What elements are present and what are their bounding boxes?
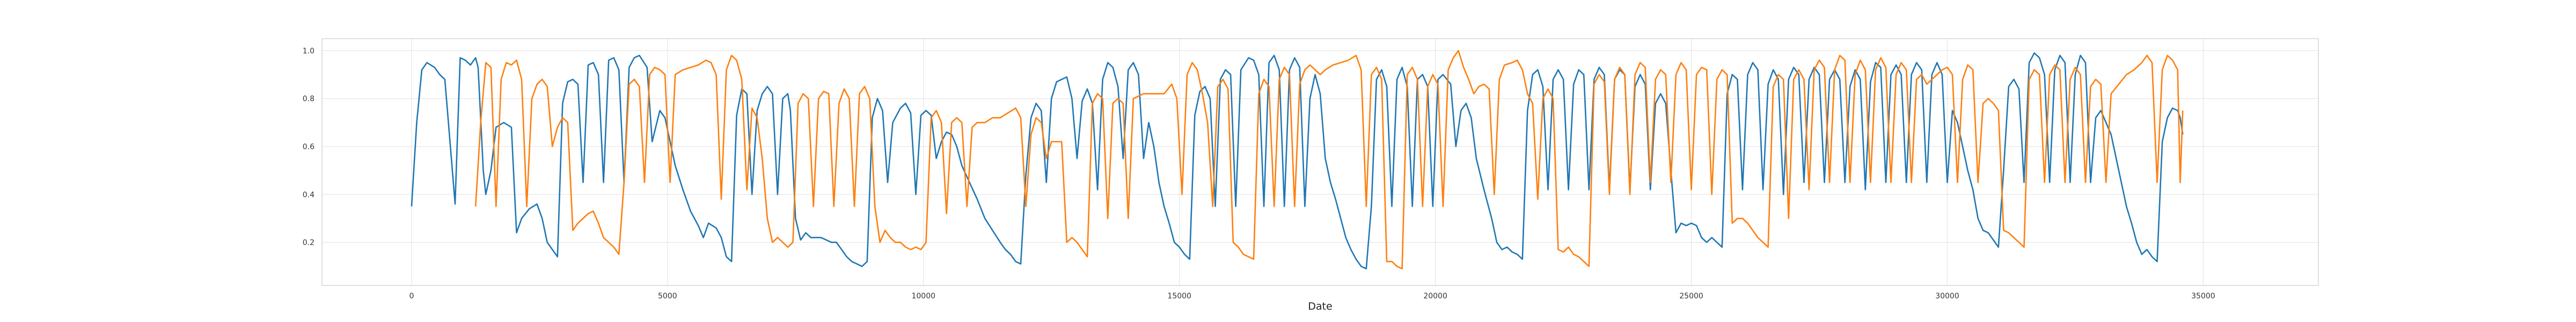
plot-frame	[321, 38, 2319, 286]
y-tick-label: 0.2	[303, 239, 314, 247]
x-tick-label: 20000	[1423, 292, 1447, 301]
series-line-2	[474, 50, 2184, 269]
x-tick-label: 35000	[2191, 292, 2215, 301]
x-tick-label: 15000	[1167, 292, 1191, 301]
y-axis-ticks: 0.2 0.4 0.6 0.8 1.0	[303, 47, 314, 247]
y-tick-label: 0.4	[303, 191, 314, 199]
series-line-1	[411, 52, 2184, 269]
x-tick-label: 30000	[1935, 292, 1959, 301]
x-axis-label: Date	[1308, 301, 1332, 312]
x-tick-label: 0	[409, 292, 414, 301]
grid-lines	[322, 39, 2318, 286]
x-axis-ticks: 0 5000 10000 15000 20000 25000 30000 35000	[409, 292, 2215, 301]
y-tick-label: 0.8	[303, 95, 314, 104]
x-tick-label: 10000	[911, 292, 935, 301]
x-tick-label: 5000	[658, 292, 677, 301]
x-tick-label: 25000	[1679, 292, 1703, 301]
y-tick-label: 1.0	[303, 47, 314, 55]
series-lines	[411, 50, 2184, 269]
y-tick-label: 0.6	[303, 143, 314, 151]
